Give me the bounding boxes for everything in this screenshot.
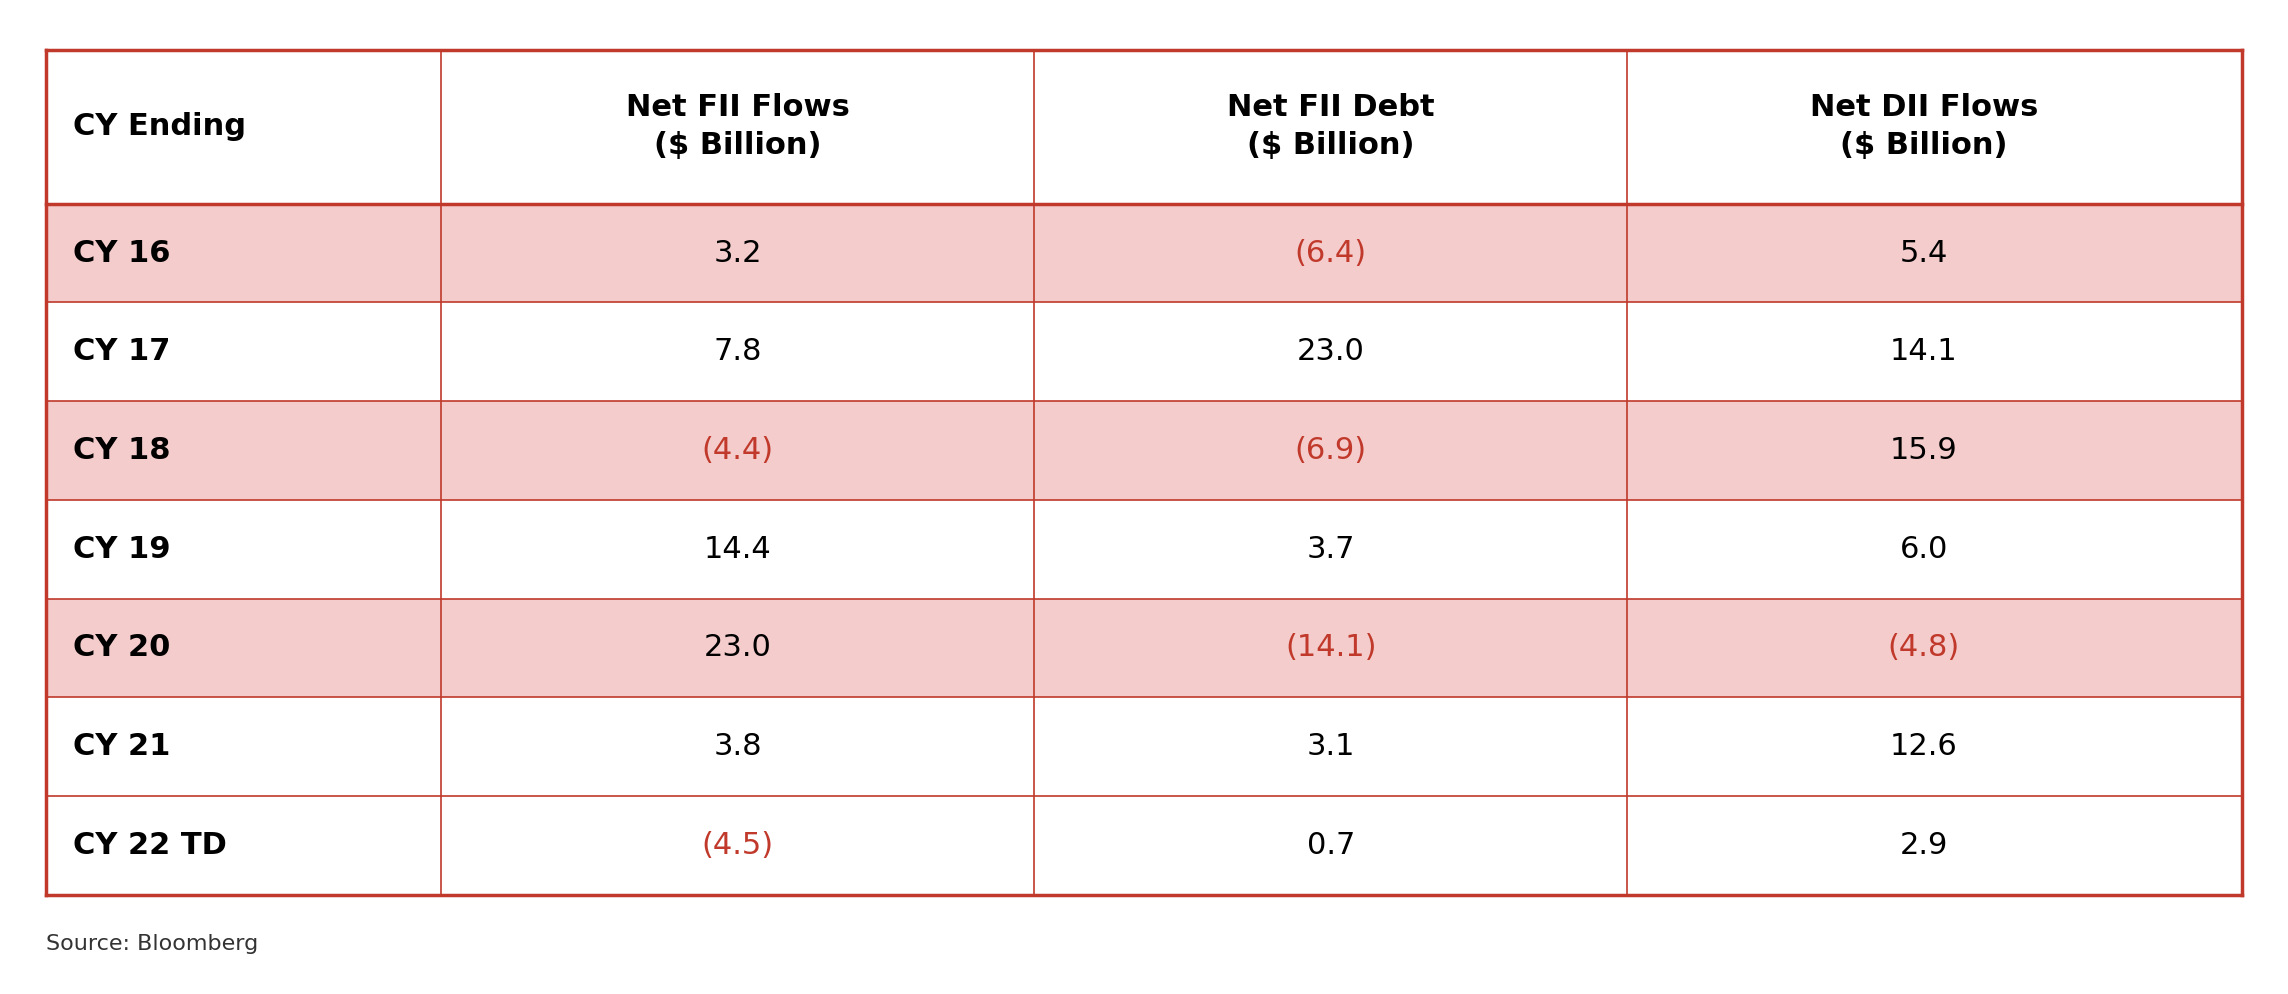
Text: 23.0: 23.0 bbox=[705, 633, 771, 662]
Text: (6.9): (6.9) bbox=[1295, 436, 1366, 465]
Bar bbox=[442, 50, 1034, 204]
Bar bbox=[1034, 50, 1627, 204]
Text: 2.9: 2.9 bbox=[1899, 831, 1947, 860]
Text: 3.7: 3.7 bbox=[1306, 535, 1354, 564]
Text: CY 21: CY 21 bbox=[73, 732, 172, 761]
Bar bbox=[46, 204, 2242, 302]
Text: 12.6: 12.6 bbox=[1890, 732, 1959, 761]
Text: CY 16: CY 16 bbox=[73, 239, 172, 267]
Text: 0.7: 0.7 bbox=[1306, 831, 1354, 860]
Text: CY 19: CY 19 bbox=[73, 535, 172, 564]
Text: (6.4): (6.4) bbox=[1295, 239, 1366, 267]
Text: (4.4): (4.4) bbox=[702, 436, 773, 465]
Text: 3.8: 3.8 bbox=[714, 732, 762, 761]
Text: Source: Bloomberg: Source: Bloomberg bbox=[46, 934, 259, 954]
Bar bbox=[46, 500, 2242, 598]
Bar bbox=[46, 598, 2242, 697]
Bar bbox=[1627, 50, 2219, 204]
Text: Net FII Flows
($ Billion): Net FII Flows ($ Billion) bbox=[625, 93, 849, 160]
Text: 6.0: 6.0 bbox=[1899, 535, 1947, 564]
Text: 3.2: 3.2 bbox=[714, 239, 762, 267]
Bar bbox=[46, 697, 2242, 796]
Text: 14.4: 14.4 bbox=[705, 535, 771, 564]
Bar bbox=[46, 50, 442, 204]
Text: (4.8): (4.8) bbox=[1888, 633, 1961, 662]
Bar bbox=[46, 402, 2242, 500]
Text: (14.1): (14.1) bbox=[1286, 633, 1377, 662]
Text: 3.1: 3.1 bbox=[1306, 732, 1354, 761]
Bar bbox=[46, 302, 2242, 402]
Text: CY 17: CY 17 bbox=[73, 337, 172, 367]
Text: CY 20: CY 20 bbox=[73, 633, 172, 662]
Bar bbox=[46, 796, 2242, 895]
Text: 5.4: 5.4 bbox=[1899, 239, 1947, 267]
Text: CY Ending: CY Ending bbox=[73, 112, 247, 141]
Text: (4.5): (4.5) bbox=[702, 831, 773, 860]
Text: Net DII Flows
($ Billion): Net DII Flows ($ Billion) bbox=[1810, 93, 2039, 160]
Text: 15.9: 15.9 bbox=[1890, 436, 1959, 465]
Text: 7.8: 7.8 bbox=[714, 337, 762, 367]
Text: 23.0: 23.0 bbox=[1297, 337, 1364, 367]
Text: CY 22 TD: CY 22 TD bbox=[73, 831, 227, 860]
Text: CY 18: CY 18 bbox=[73, 436, 172, 465]
Text: 14.1: 14.1 bbox=[1890, 337, 1959, 367]
Text: Net FII Debt
($ Billion): Net FII Debt ($ Billion) bbox=[1226, 93, 1435, 160]
